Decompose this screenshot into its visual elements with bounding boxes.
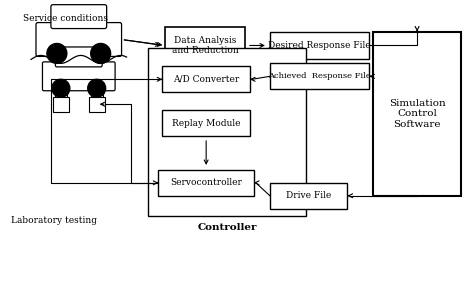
Bar xyxy=(91,87,103,97)
Circle shape xyxy=(47,43,67,63)
Text: Drive File: Drive File xyxy=(286,191,331,200)
Text: Data Analysis
and Reduction: Data Analysis and Reduction xyxy=(172,36,238,55)
Text: Achieved  Response File: Achieved Response File xyxy=(268,72,371,80)
Bar xyxy=(89,97,105,112)
Bar xyxy=(165,27,245,64)
Text: Desired Response File: Desired Response File xyxy=(268,41,371,50)
Circle shape xyxy=(52,79,70,97)
Bar xyxy=(55,87,67,97)
Circle shape xyxy=(91,43,110,63)
Bar xyxy=(270,32,369,59)
Circle shape xyxy=(88,79,106,97)
Bar xyxy=(158,170,254,196)
Bar xyxy=(163,66,250,92)
Bar xyxy=(53,97,69,112)
Text: Servocontroller: Servocontroller xyxy=(170,178,242,187)
Text: Controller: Controller xyxy=(197,223,257,232)
FancyBboxPatch shape xyxy=(36,23,121,57)
Bar xyxy=(163,110,250,136)
Bar xyxy=(374,32,461,196)
Text: A/D Converter: A/D Converter xyxy=(173,75,239,84)
Text: Simulation
Control
Software: Simulation Control Software xyxy=(389,99,446,129)
Bar xyxy=(270,183,347,209)
FancyBboxPatch shape xyxy=(43,62,115,91)
Text: Laboratory testing: Laboratory testing xyxy=(11,216,97,225)
Bar xyxy=(148,49,306,216)
Text: Replay Module: Replay Module xyxy=(172,119,240,128)
FancyBboxPatch shape xyxy=(55,47,102,67)
Bar xyxy=(270,63,369,89)
FancyBboxPatch shape xyxy=(51,5,107,29)
Text: Service conditions: Service conditions xyxy=(23,14,108,23)
